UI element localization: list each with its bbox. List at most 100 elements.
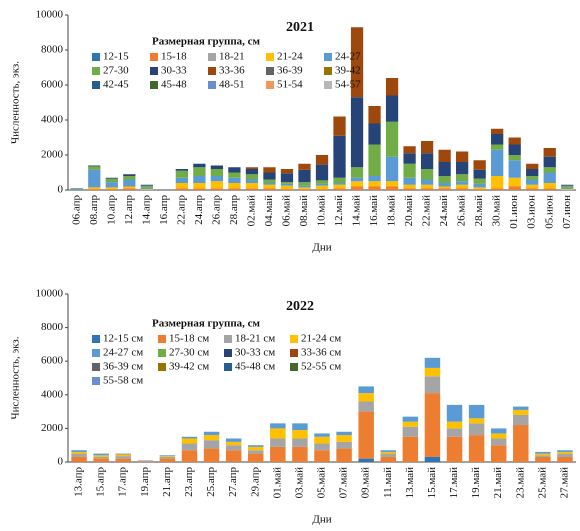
x-tick-label: 05.май	[316, 467, 328, 499]
bar-segment	[468, 404, 485, 419]
y-tick-label: 0	[58, 456, 64, 468]
bar-segment	[140, 185, 153, 188]
x-tick-label: 28.апр	[228, 195, 240, 225]
bar-segment	[280, 182, 294, 184]
bar-segment	[248, 453, 264, 462]
bar-segment	[181, 443, 198, 451]
bar-segment	[88, 187, 101, 190]
bar-segment	[105, 187, 118, 190]
bar-segment	[508, 155, 521, 161]
legend-label: 48-51	[219, 79, 245, 91]
bar-segment	[245, 183, 259, 189]
legend-swatch	[92, 335, 100, 343]
x-tick-label: 13.апр	[73, 467, 85, 497]
legend-label: 45-48 см	[235, 361, 275, 373]
bar-segment	[193, 176, 206, 183]
y-tick-label: 4000	[41, 114, 64, 126]
bar-segment	[159, 455, 176, 457]
legend-label: 12-15	[103, 51, 129, 63]
x-tick-label: 18.май	[386, 195, 398, 227]
legend-swatch	[92, 377, 100, 385]
bar-segment	[424, 393, 441, 457]
x-tick-label: 22.май	[421, 195, 433, 227]
bar-segment	[438, 162, 451, 176]
legend-swatch	[290, 363, 298, 371]
bar-segment	[115, 454, 131, 457]
bar-segment	[263, 188, 276, 190]
legend-label: 21-24 см	[301, 333, 341, 345]
bar-segment	[557, 456, 573, 462]
bar-segment	[438, 186, 451, 189]
bar-segment	[210, 165, 224, 169]
x-tick-label: 25.май	[536, 467, 548, 499]
bar-segment	[270, 423, 286, 429]
bar-segment	[203, 448, 220, 462]
x-tick-label: 05.июн	[543, 195, 555, 229]
bar-segment	[543, 167, 556, 173]
bar-segment	[446, 436, 463, 462]
bar-segment	[159, 456, 176, 457]
x-tick-label: 24.май	[438, 195, 450, 227]
legend-label: 54-57	[335, 79, 361, 91]
y-tick-label: 10000	[36, 9, 64, 21]
bar-segment	[468, 423, 485, 436]
bar-segment	[175, 183, 188, 189]
x-tick-label: 21.апр	[161, 467, 173, 497]
x-tick-label: 02.май	[245, 195, 257, 227]
bar-segment	[336, 431, 352, 436]
bar-segment	[228, 177, 241, 183]
bar-segment	[71, 450, 87, 452]
x-tick-label: 26.апр	[210, 195, 222, 225]
legend-label: 27-30	[103, 65, 129, 77]
legend-label: 36-39 см	[103, 361, 143, 373]
bar-segment	[298, 187, 311, 190]
bar-segment	[263, 179, 276, 183]
legend-label: 18-21 см	[235, 333, 275, 345]
bar-segment	[123, 186, 136, 189]
legend-swatch	[158, 349, 166, 357]
bar-segment	[420, 188, 434, 190]
bar-segment	[385, 121, 399, 157]
bar-segment	[228, 167, 241, 173]
bar-segment	[468, 435, 485, 462]
bar-segment	[245, 169, 259, 175]
bar-segment	[228, 188, 241, 190]
bar-segment	[292, 423, 308, 431]
bar-segment	[123, 188, 136, 190]
bar-segment	[314, 436, 330, 444]
x-tick-label: 23.апр	[183, 467, 195, 497]
x-tick-label: 28.май	[473, 195, 485, 227]
legend-label: 21-24	[277, 51, 303, 63]
bar-segment	[225, 450, 242, 462]
bar-segment	[403, 188, 416, 190]
bar-segment	[248, 450, 264, 454]
bar-segment	[350, 167, 364, 178]
bar-segment	[263, 184, 276, 189]
bar-segment	[385, 78, 399, 96]
bar-segment	[245, 167, 259, 169]
x-tick-label: 14.апр	[140, 195, 152, 225]
bar-segment	[456, 188, 469, 190]
bar-segment	[403, 177, 416, 185]
bar-segment	[93, 458, 109, 462]
bar-segment	[508, 144, 521, 155]
x-tick-label: 13.май	[404, 467, 416, 499]
bar-segment	[561, 187, 574, 190]
bar-segment	[88, 189, 101, 190]
bar-segment	[280, 183, 294, 186]
legend-swatch	[266, 53, 274, 61]
bar-segment	[210, 169, 224, 176]
y-tick-label: 2000	[41, 422, 64, 434]
bar-segment	[248, 445, 264, 447]
bar-segment	[473, 187, 486, 190]
bar-segment	[561, 184, 574, 186]
x-tick-label: 01.июн	[508, 195, 520, 229]
bar-segment	[358, 386, 374, 394]
bar-segment	[203, 440, 220, 449]
bar-segment	[456, 162, 469, 175]
legend-swatch	[150, 67, 158, 75]
x-tick-label: 27.май	[558, 467, 570, 499]
bar-segment	[526, 169, 539, 176]
bar-segment	[193, 183, 206, 189]
x-tick-label: 09.май	[360, 467, 372, 499]
